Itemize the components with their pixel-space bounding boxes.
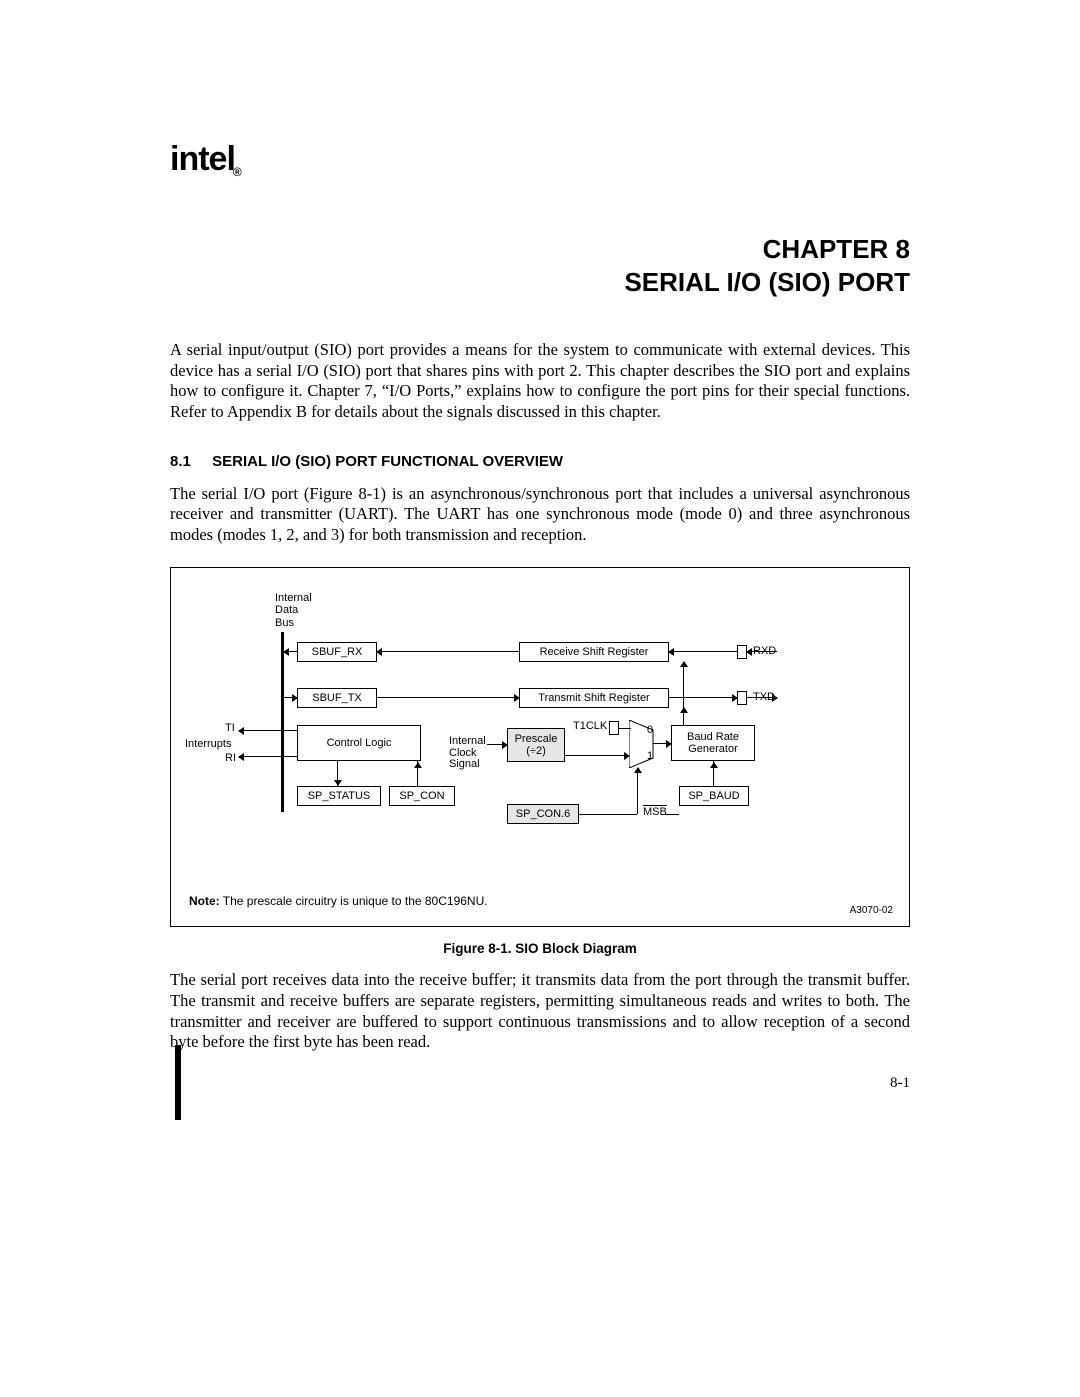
figure-note: Note: The prescale circuitry is unique t… [189,894,891,908]
line-recvsr-sbufrx [377,651,519,652]
change-bar [175,1045,181,1120]
note-text: The prescale circuitry is unique to the … [220,894,488,908]
section-number: 8.1 [170,453,208,470]
logo-text: intel [170,140,235,178]
msb-label: MSB [643,806,667,818]
overview-paragraph: The serial I/O port (Figure 8-1) is an a… [170,484,910,546]
after-figure-paragraph: The serial port receives data into the r… [170,970,910,1053]
ti-label: TI [225,722,235,734]
mux-1-label: 1 [647,750,653,762]
control-logic-block: Control Logic [297,725,421,761]
line-spcon6-h [579,814,637,815]
line-rxd-pin [747,651,777,652]
t1clk-label: T1CLK [573,720,607,732]
figure-id: A3070-02 [850,905,893,916]
txd-pin [737,691,747,705]
line-prescale-mux [565,755,629,756]
sp-status-block: SP_STATUS [297,786,381,806]
arrow-ctrl-spcon [417,763,418,764]
line-txd-pin [747,697,777,698]
note-bold: Note: [189,894,220,908]
baud-rate-generator: Baud Rate Generator [671,725,755,761]
intro-paragraph: A serial input/output (SIO) port provide… [170,340,910,423]
chapter-title: CHAPTER 8 SERIAL I/O (SIO) PORT [170,234,910,298]
logo-sub: ® [233,165,241,179]
line-xmitsr-txd [669,697,737,698]
line-rxd-recvsr [669,651,737,652]
line-bus-sbuftx [284,697,297,698]
sbuf-tx-block: SBUF_TX [297,688,377,708]
section-title: SERIAL I/O (SIO) PORT FUNCTIONAL OVERVIE… [212,453,563,470]
prescale-block: Prescale (÷2) [507,728,565,762]
line-spcon6-up [637,768,638,814]
line-baud-up [683,662,684,725]
data-bus-line [281,632,284,812]
arrow-baud-recv [683,662,684,663]
line-msb [665,814,679,815]
sio-block-diagram: Internal Data Bus SBUF_RX SBUF_TX Receiv… [189,588,891,888]
arrow-spcon6 [637,768,638,769]
sbuf-rx-block: SBUF_RX [297,642,377,662]
chapter-line2: SERIAL I/O (SIO) PORT [170,267,910,298]
line-bus-sbufrx [284,651,297,652]
line-sbuftx-xmitsr [377,697,519,698]
ri-label: RI [225,752,236,764]
mux-0-label: 0 [647,724,653,736]
sp-con6-block: SP_CON.6 [507,804,579,824]
receive-shift-register: Receive Shift Register [519,642,669,662]
line-t1clk-mux [619,728,631,729]
line-mux-baud [653,743,671,744]
arrow-spbaud [713,763,714,764]
t1clk-pin [609,721,619,735]
page-number: 8-1 [890,1075,910,1092]
line-ctrl-prescale [487,744,507,745]
line-ti [239,730,297,731]
figure-caption: Figure 8-1. SIO Block Diagram [170,941,910,956]
bus-label: Internal Data Bus [275,592,312,628]
arrow-ctrl-spstatus [337,784,338,785]
mux-shape [629,720,661,768]
internal-clock-label: Internal Clock Signal [449,736,486,771]
sp-con-block: SP_CON [389,786,455,806]
figure-container: Internal Data Bus SBUF_RX SBUF_TX Receiv… [170,567,910,927]
section-heading: 8.1 SERIAL I/O (SIO) PORT FUNCTIONAL OVE… [170,453,910,470]
interrupts-label: Interrupts [185,738,231,750]
line-ri [239,756,297,757]
transmit-shift-register: Transmit Shift Register [519,688,669,708]
chapter-line1: CHAPTER 8 [170,234,910,265]
arrow-baud-xmit [683,708,684,709]
sp-baud-block: SP_BAUD [679,786,749,806]
intel-logo: intel® [170,140,243,179]
